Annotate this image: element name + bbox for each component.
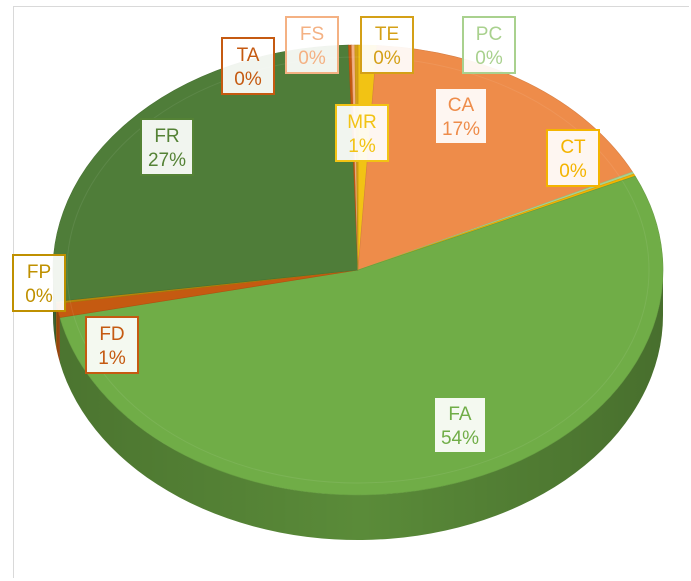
data-label-value-pc: 0% bbox=[475, 48, 503, 69]
data-label-box-mr bbox=[335, 104, 389, 162]
data-label-fr: FR 27% bbox=[140, 118, 194, 176]
data-label-box-fr bbox=[140, 118, 194, 176]
slice-side-shade-fa bbox=[59, 270, 664, 540]
data-label-box-ca bbox=[434, 87, 488, 145]
data-label-pc: PC 0% bbox=[462, 16, 516, 74]
data-label-value-ta: 0% bbox=[234, 69, 262, 90]
data-label-box-fp bbox=[12, 254, 66, 312]
data-label-box-ta bbox=[221, 37, 275, 95]
pie-rim-highlight bbox=[66, 56, 650, 484]
data-labels: MR1%CA17%PC0%CT0%FA54%FD1%FP0%FR27%TA0%F… bbox=[12, 16, 600, 454]
data-label-fd: FD 1% bbox=[85, 316, 139, 374]
data-label-category-fa: FA bbox=[448, 404, 472, 425]
data-label-value-fs: 0% bbox=[298, 48, 326, 69]
data-label-mr: MR 1% bbox=[335, 104, 389, 162]
data-label-category-fs: FS bbox=[300, 24, 324, 45]
data-label-box-pc bbox=[462, 16, 516, 74]
data-label-box-fs bbox=[285, 16, 339, 74]
data-label-te: TE 0% bbox=[360, 16, 414, 74]
data-label-fp: FP 0% bbox=[12, 254, 66, 312]
data-label-category-mr: MR bbox=[347, 112, 377, 133]
data-label-value-fd: 1% bbox=[98, 348, 126, 369]
data-label-box-fd bbox=[85, 316, 139, 374]
data-label-value-ca: 17% bbox=[442, 119, 480, 140]
data-label-value-ct: 0% bbox=[559, 161, 587, 182]
slice-side-shade-fd bbox=[56, 303, 60, 363]
data-label-category-fd: FD bbox=[99, 324, 124, 345]
data-label-value-fr: 27% bbox=[148, 150, 186, 171]
data-label-value-fa: 54% bbox=[441, 428, 479, 449]
data-label-category-te: TE bbox=[375, 24, 399, 45]
data-label-value-fp: 0% bbox=[25, 286, 53, 307]
data-label-box-fa bbox=[433, 396, 487, 454]
data-label-category-ct: CT bbox=[560, 137, 586, 158]
slice-fr[interactable] bbox=[52, 44, 359, 302]
data-label-category-ta: TA bbox=[237, 45, 260, 66]
data-label-category-ca: CA bbox=[448, 95, 475, 116]
data-label-value-mr: 1% bbox=[348, 136, 376, 157]
data-label-category-fr: FR bbox=[154, 126, 179, 147]
data-label-box-ct bbox=[546, 129, 600, 187]
data-label-category-pc: PC bbox=[476, 24, 502, 45]
slice-fa[interactable] bbox=[59, 175, 664, 496]
data-label-fs: FS 0% bbox=[285, 16, 339, 74]
data-label-fa: FA 54% bbox=[433, 396, 487, 454]
data-label-ca: CA 17% bbox=[434, 87, 488, 145]
data-label-box-te bbox=[360, 16, 414, 74]
data-label-ct: CT 0% bbox=[546, 129, 600, 187]
pie-top-surface bbox=[52, 44, 664, 496]
data-label-value-te: 0% bbox=[373, 48, 401, 69]
data-label-category-fp: FP bbox=[27, 262, 51, 283]
data-label-ta: TA 0% bbox=[221, 37, 275, 95]
